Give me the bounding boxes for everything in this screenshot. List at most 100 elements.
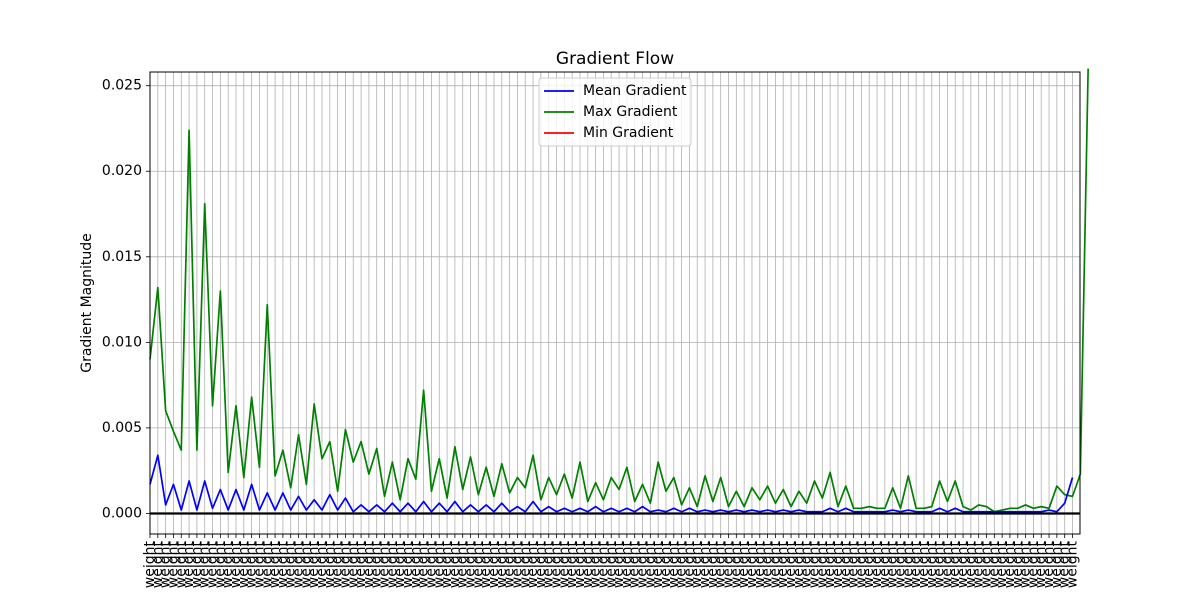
x-tick-label: weight bbox=[345, 540, 361, 588]
x-tick-label: weight bbox=[666, 540, 682, 588]
x-tick-label: weight bbox=[861, 540, 877, 588]
x-tick-label: weight bbox=[799, 540, 815, 588]
x-tick-label: weight bbox=[1057, 540, 1073, 588]
x-tick-label: weight bbox=[509, 540, 525, 588]
x-tick-label: weight bbox=[955, 540, 971, 588]
y-axis-ticks: 0.000 0.005 0.010 0.015 0.020 0.025 bbox=[102, 78, 150, 521]
x-tick-label: weight bbox=[728, 540, 744, 588]
x-tick-label: weight bbox=[439, 540, 455, 588]
x-tick-label: weight bbox=[541, 540, 557, 588]
x-tick-label: weight bbox=[674, 540, 690, 588]
x-tick-label: weight bbox=[494, 540, 510, 588]
x-tick-label: weight bbox=[549, 540, 565, 588]
x-tick-label: weight bbox=[205, 540, 221, 588]
y-axis-label: Gradient Magnitude bbox=[79, 233, 95, 373]
y-tick-label: 0.010 bbox=[102, 334, 142, 350]
x-tick-label: weight bbox=[767, 540, 783, 588]
x-tick-label: weight bbox=[642, 540, 658, 588]
x-tick-label: weight bbox=[588, 540, 604, 588]
x-tick-label: weight bbox=[603, 540, 619, 588]
x-tick-label: weight bbox=[228, 540, 244, 588]
x-tick-label: weight bbox=[822, 540, 838, 588]
x-tick-label: weight bbox=[478, 540, 494, 588]
x-tick-label: weight bbox=[1002, 540, 1018, 588]
x-tick-label: weight bbox=[165, 540, 181, 588]
x-tick-label: weight bbox=[197, 540, 213, 588]
x-tick-label: weight bbox=[314, 540, 330, 588]
x-tick-label: weight bbox=[392, 540, 408, 588]
x-tick-label: weight bbox=[1033, 540, 1049, 588]
x-tick-label: weight bbox=[455, 540, 471, 588]
x-tick-label: weight bbox=[423, 540, 439, 588]
x-tick-label: weight bbox=[893, 540, 909, 588]
x-tick-label: weight bbox=[814, 540, 830, 588]
x-tick-label: weight bbox=[783, 540, 799, 588]
legend-box bbox=[538, 77, 692, 147]
x-tick-label: weight bbox=[220, 540, 236, 588]
legend-label-max: Max Gradient bbox=[583, 104, 678, 120]
x-tick-label: weight bbox=[384, 540, 400, 588]
x-tick-label: weight bbox=[838, 540, 854, 588]
x-tick-label: weight bbox=[244, 540, 260, 588]
x-tick-label: weight bbox=[275, 540, 291, 588]
x-tick-label: weight bbox=[298, 540, 314, 588]
x-tick-label: weight bbox=[736, 540, 752, 588]
x-tick-label: weight bbox=[564, 540, 580, 588]
x-tick-label: weight bbox=[251, 540, 267, 588]
x-tick-label: weight bbox=[408, 540, 424, 588]
x-tick-label: weight bbox=[713, 540, 729, 588]
x-tick-label: weight bbox=[697, 540, 713, 588]
x-tick-label: weight bbox=[533, 540, 549, 588]
x-tick-label: weight bbox=[846, 540, 862, 588]
x-tick-label: weight bbox=[377, 540, 393, 588]
x-tick-label: weight bbox=[971, 540, 987, 588]
series-layer bbox=[149, 68, 1089, 515]
x-tick-label: weight bbox=[932, 540, 948, 588]
x-tick-label: weight bbox=[963, 540, 979, 588]
x-tick-label: weight bbox=[744, 540, 760, 588]
x-tick-label: weight bbox=[361, 540, 377, 588]
x-tick-label: weight bbox=[627, 540, 643, 588]
x-tick-label: weight bbox=[470, 540, 486, 588]
x-tick-label: weight bbox=[1049, 540, 1065, 588]
legend-items: Mean Gradient Max Gradient Min Gradient bbox=[544, 83, 687, 141]
x-tick-label: weight bbox=[572, 540, 588, 588]
x-tick-label: weight bbox=[416, 540, 432, 588]
x-tick-label: weight bbox=[791, 540, 807, 588]
x-tick-label: weight bbox=[721, 540, 737, 588]
legend: Mean Gradient Max Gradient Min Gradient bbox=[538, 77, 692, 147]
x-axis-ticks: weightweightweightweightweightweightweig… bbox=[142, 534, 1081, 588]
x-tick-label: weight bbox=[181, 540, 197, 588]
x-tick-label: weight bbox=[877, 540, 893, 588]
x-tick-label: weight bbox=[502, 540, 518, 588]
legend-label-min: Min Gradient bbox=[583, 125, 674, 141]
x-tick-label: weight bbox=[908, 540, 924, 588]
y-tick-label: 0.000 bbox=[102, 505, 142, 521]
x-tick-label: weight bbox=[853, 540, 869, 588]
y-tick-label: 0.020 bbox=[102, 163, 142, 179]
x-tick-label: weight bbox=[619, 540, 635, 588]
plot-frame bbox=[149, 71, 1081, 535]
x-tick-label: weight bbox=[611, 540, 627, 588]
x-tick-label: weight bbox=[869, 540, 885, 588]
x-tick-label: weight bbox=[173, 540, 189, 588]
x-tick-label: weight bbox=[752, 540, 768, 588]
x-tick-label: weight bbox=[580, 540, 596, 588]
x-tick-label: weight bbox=[369, 540, 385, 588]
legend-label-mean: Mean Gradient bbox=[583, 83, 687, 99]
chart-title: Gradient Flow bbox=[556, 49, 674, 69]
x-tick-label: weight bbox=[830, 540, 846, 588]
x-tick-label: weight bbox=[1010, 540, 1026, 588]
x-tick-label: weight bbox=[635, 540, 651, 588]
x-tick-label: weight bbox=[400, 540, 416, 588]
x-tick-label: weight bbox=[142, 540, 158, 588]
x-tick-label: weight bbox=[1065, 540, 1081, 588]
x-tick-label: weight bbox=[189, 540, 205, 588]
x-tick-label: weight bbox=[1018, 540, 1034, 588]
series-line-max bbox=[149, 68, 1089, 513]
x-tick-label: weight bbox=[212, 540, 228, 588]
series-line-mean bbox=[149, 454, 1074, 513]
x-tick-label: weight bbox=[650, 540, 666, 588]
x-tick-label: weight bbox=[689, 540, 705, 588]
x-tick-label: weight bbox=[916, 540, 932, 588]
